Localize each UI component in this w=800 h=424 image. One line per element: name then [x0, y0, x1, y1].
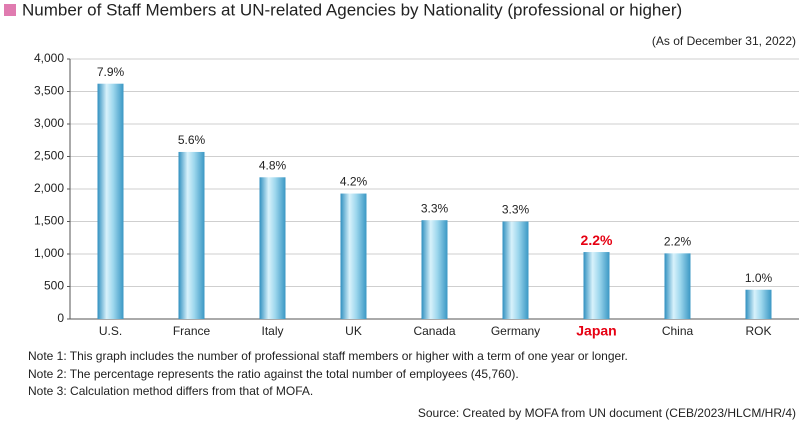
chart-title: Number of Staff Members at UN-related Ag… [22, 0, 682, 19]
x-tick-label: Italy [261, 324, 283, 338]
source: Source: Created by MOFA from UN document… [418, 406, 796, 420]
bar [340, 193, 367, 319]
bar [97, 83, 124, 319]
x-tick-label: Canada [413, 324, 455, 338]
bar [178, 151, 205, 319]
y-tick-label: 2,500 [34, 149, 64, 163]
x-tick-label: Japan [576, 323, 616, 339]
x-tick-label: ROK [745, 324, 771, 338]
bar [664, 253, 691, 319]
x-tick-label: Germany [491, 324, 540, 338]
note: Note 2: The percentage represents the ra… [28, 367, 519, 381]
share-label: 3.3% [502, 203, 530, 217]
bar [259, 177, 286, 319]
note: Note 1: This graph includes the number o… [28, 349, 628, 363]
y-tick-label: 3,000 [34, 116, 64, 130]
x-tick-label: China [662, 324, 694, 338]
share-label: 7.9% [97, 65, 125, 79]
bar [421, 220, 448, 319]
x-tick-label: U.S. [99, 324, 122, 338]
share-label: 2.2% [664, 235, 692, 249]
title-marker [4, 4, 16, 16]
y-tick-label: 1,500 [34, 214, 64, 228]
y-tick-label: 2,000 [34, 181, 64, 195]
share-label: 4.2% [340, 175, 368, 189]
share-label: 1.0% [745, 271, 773, 285]
y-tick-label: 4,000 [34, 51, 64, 65]
bar [745, 289, 772, 319]
share-label: 4.8% [259, 158, 287, 172]
share-label: 5.6% [178, 133, 206, 147]
bar [583, 252, 610, 319]
note: Note 3: Calculation method differs from … [28, 384, 313, 398]
y-tick-label: 0 [57, 311, 64, 325]
chart-subtitle: (As of December 31, 2022) [652, 34, 796, 48]
y-tick-label: 500 [44, 279, 64, 293]
x-tick-label: UK [345, 324, 362, 338]
y-tick-label: 1,000 [34, 246, 64, 260]
share-label: 2.2% [581, 232, 613, 248]
bar [502, 221, 529, 319]
y-tick-label: 3,500 [34, 84, 64, 98]
x-tick-label: France [173, 324, 211, 338]
share-label: 3.3% [421, 201, 449, 215]
